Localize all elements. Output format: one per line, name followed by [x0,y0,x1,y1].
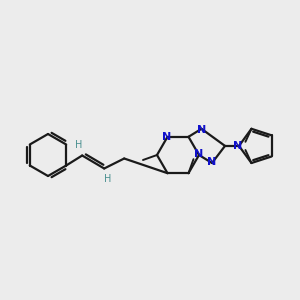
Text: N: N [207,157,217,167]
Text: H: H [76,140,83,149]
Text: H: H [104,175,112,184]
Text: N: N [162,132,171,142]
Text: N: N [197,125,206,135]
Text: N: N [233,141,243,151]
Text: N: N [194,149,204,159]
